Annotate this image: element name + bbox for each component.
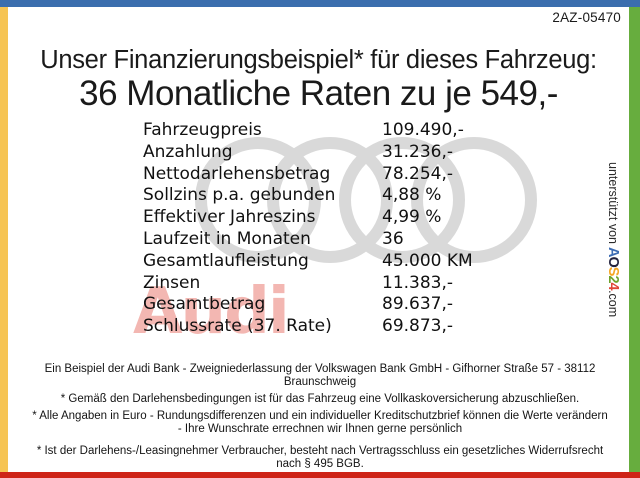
footer-line: * Gemäß den Darlehensbedingungen ist für… [60, 393, 580, 405]
table-row: Anzahlung 31.236,- [143, 142, 473, 164]
footer-line: * Ist der Darlehens-/Leasingnehmer Verbr… [36, 445, 604, 470]
row-value: 45.000 KM [382, 250, 473, 271]
row-value: 31.236,- [382, 141, 454, 162]
row-value: 4,88 % [382, 185, 442, 206]
row-value: 36 [382, 228, 404, 249]
table-row: Laufzeit in Monaten 36 [143, 229, 473, 251]
top-blue-bar [0, 0, 640, 7]
row-label: Schlussrate (37. Rate) [143, 316, 332, 337]
aos24-logo-letter: A [605, 247, 621, 257]
footer-disclaimers: Ein Beispiel der Audi Bank - Zweignieder… [30, 363, 610, 475]
page-subtitle: 36 Monatliche Raten zu je 549,- [79, 74, 558, 113]
row-label: Fahrzeugpreis [143, 120, 262, 140]
table-row: Zinsen 11.383,- [143, 273, 473, 295]
aos24-logo: AOS24 [605, 247, 621, 291]
aos24-logo-letter: 4 [605, 282, 621, 291]
bottom-red-bar [0, 472, 640, 478]
table-row: Gesamtlaufleistung 45.000 KM [143, 251, 473, 273]
row-value: 69.873,- [382, 316, 454, 337]
row-label: Gesamtbetrag [143, 294, 266, 315]
aos24-logo-letter: 2 [605, 275, 621, 283]
table-row: Fahrzeugpreis 109.490,- [143, 120, 473, 142]
row-label: Zinsen [143, 272, 201, 293]
aos24-logo-letter: O [605, 256, 621, 268]
side-credit-suffix: .com [606, 290, 620, 318]
row-value: 89.637,- [382, 294, 454, 315]
audi-rings-watermark-icon [195, 137, 537, 263]
page-title: Unser Finanzierungsbeispiel* für dieses … [40, 46, 597, 74]
table-row: Sollzins p.a. gebunden 4,88 % [143, 185, 473, 207]
finance-table: Fahrzeugpreis 109.490,- Anzahlung 31.236,- N… [143, 120, 473, 338]
row-label: Laufzeit in Monaten [143, 228, 311, 249]
row-label: Sollzins p.a. gebunden [143, 185, 336, 206]
table-row: Schlussrate (37. Rate) 69.873,- [143, 316, 473, 338]
row-value: 78.254,- [382, 163, 454, 184]
footer-line: * Alle Angaben in Euro - Rundungsdiffere… [32, 410, 608, 435]
row-label: Nettodarlehensbetrag [143, 163, 331, 184]
side-credit-prefix: unterstützt von [606, 162, 620, 248]
row-value: 109.490,- [382, 120, 464, 140]
audi-text-watermark: Audi [133, 275, 290, 349]
aos24-logo-letter: S [605, 267, 621, 276]
row-value: 11.383,- [382, 272, 454, 293]
footer-line: Ein Beispiel der Audi Bank - Zweignieder… [44, 363, 596, 388]
right-green-bar [629, 7, 640, 472]
left-yellow-bar [0, 7, 8, 472]
row-label: Gesamtlaufleistung [143, 250, 309, 271]
table-row: Effektiver Jahreszins 4,99 % [143, 207, 473, 229]
reference-code: 2AZ-05470 [552, 10, 621, 25]
header: Unser Finanzierungsbeispiel* für dieses … [10, 45, 627, 112]
side-credit: unterstützt von AOS24.com [605, 162, 621, 317]
table-row: Gesamtbetrag 89.637,- [143, 294, 473, 316]
row-label: Anzahlung [143, 141, 233, 162]
row-value: 4,99 % [382, 207, 442, 228]
table-row: Nettodarlehensbetrag 78.254,- [143, 164, 473, 186]
row-label: Effektiver Jahreszins [143, 207, 316, 228]
